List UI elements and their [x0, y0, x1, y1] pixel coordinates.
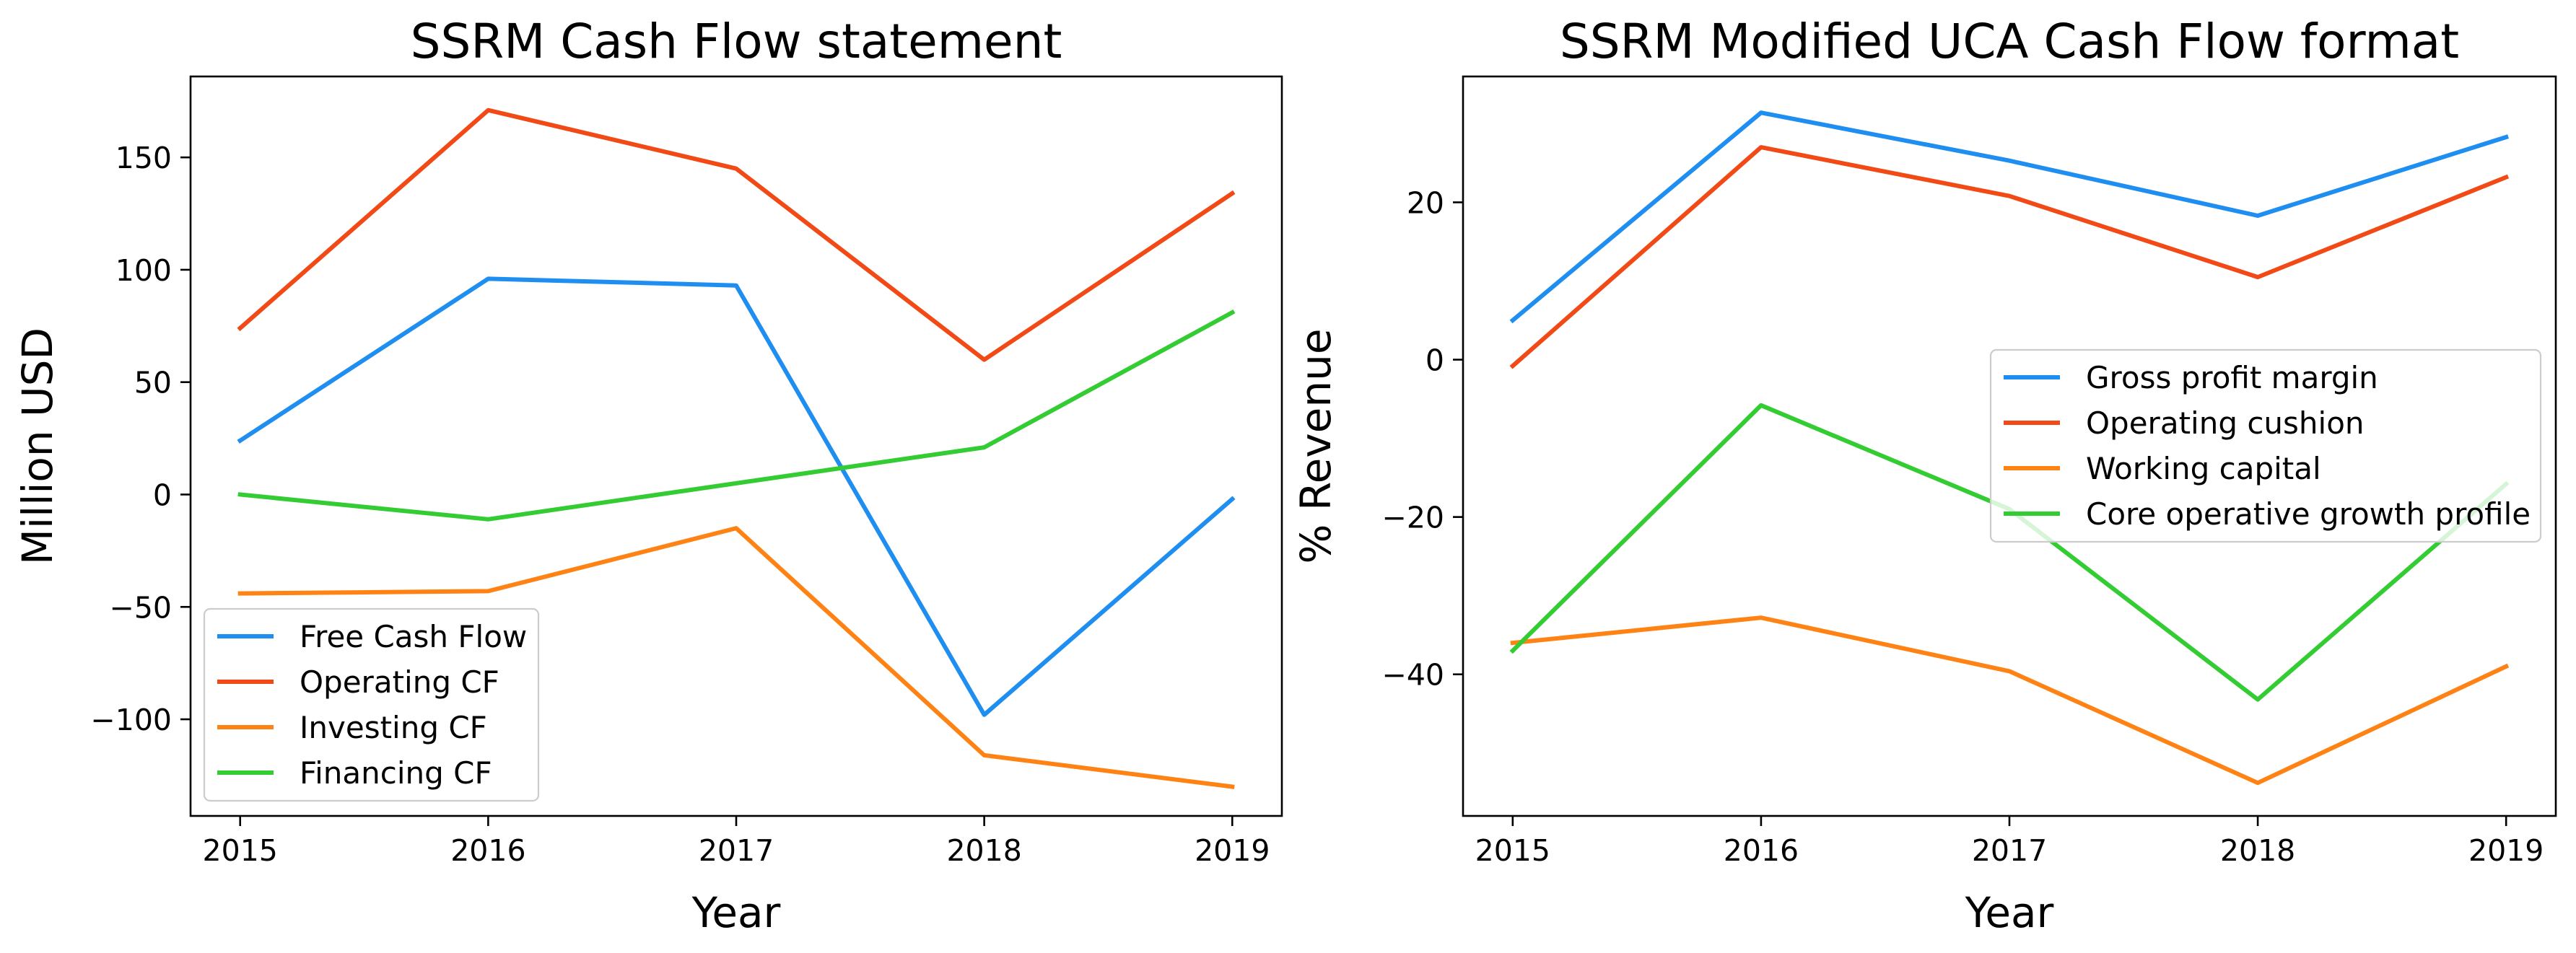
legend-item: Working capital	[2004, 451, 2321, 486]
y-tick-label: −20	[1381, 501, 1444, 535]
x-tick-label: 2015	[1475, 833, 1550, 868]
series-line-financing-cf	[237, 309, 1236, 522]
y-tick-label: 100	[115, 253, 172, 288]
legend-box	[203, 607, 540, 802]
y-axis-label: Million USD	[13, 328, 62, 565]
x-tick-label: 2015	[203, 833, 278, 868]
legend-item: Investing CF	[217, 710, 487, 745]
y-tick-label: 20	[1407, 185, 1444, 220]
legend-item: Free Cash Flow	[217, 619, 527, 654]
y-axis: −100 −50 0 50 100 150	[90, 141, 191, 737]
legend: Gross profit margin Operating cushion Work…	[1989, 348, 2542, 543]
x-axis-label: Year	[1965, 888, 2054, 937]
series-lines	[237, 107, 1236, 789]
legend-label: Gross profit margin	[2086, 360, 2378, 395]
legend-label: Core operative growth profile	[2086, 496, 2531, 532]
series-line-investing-cf	[237, 526, 1235, 789]
x-tick-label: 2019	[1195, 833, 1270, 868]
y-tick-label: −50	[109, 590, 172, 625]
legend-item: Financing CF	[217, 755, 492, 791]
y-tick-label: 0	[1425, 343, 1444, 378]
legend-label: Working capital	[2086, 451, 2321, 486]
x-axis-label: Year	[691, 888, 781, 937]
x-tick-label: 2018	[2220, 833, 2295, 868]
legend-label: Financing CF	[300, 755, 492, 791]
y-tick-label: 150	[115, 141, 172, 175]
x-tick-label: 2017	[699, 833, 774, 868]
chart-2: 2015 2016 2017 2018 2019 −40 −20 0 20 SSRM Modifi…	[1291, 14, 2557, 937]
series-line-operating-cf	[237, 107, 1236, 362]
legend-item: Gross profit margin	[2004, 360, 2378, 395]
x-axis: 2015 2016 2017 2018 2019	[203, 816, 1270, 868]
x-tick-label: 2019	[2468, 833, 2544, 868]
legend-label: Free Cash Flow	[300, 619, 527, 654]
series-line-operating-cushion	[1509, 145, 2510, 369]
chart-title: SSRM Cash Flow statement	[411, 14, 1062, 69]
series-line-gross-profit-margin	[1509, 110, 2509, 324]
legend-item: Core operative growth profile	[2004, 496, 2531, 532]
legend-item: Operating cushion	[2004, 405, 2365, 441]
legend-label: Operating CF	[300, 664, 499, 700]
y-tick-label: 0	[153, 478, 172, 512]
x-tick-label: 2018	[946, 833, 1021, 868]
y-tick-label: −100	[90, 703, 172, 737]
y-tick-label: −40	[1381, 658, 1444, 693]
x-tick-label: 2016	[450, 833, 525, 868]
legend: Free Cash Flow Operating CF Investing CF Fi…	[203, 607, 540, 802]
legend-label: Operating cushion	[2086, 405, 2365, 441]
x-axis: 2015 2016 2017 2018 2019	[1475, 816, 2544, 868]
legend-label: Investing CF	[300, 710, 487, 745]
x-tick-label: 2017	[1972, 833, 2047, 868]
y-tick-label: 50	[134, 366, 172, 400]
x-tick-label: 2016	[1724, 833, 1799, 868]
series-line-working-capital	[1510, 615, 2510, 786]
legend-item: Operating CF	[217, 664, 499, 700]
series-line-free-cash-flow	[237, 276, 1236, 717]
chart-1: 2015 2016 2017 2018 2019 −100 −50 0 50 100 150 SSRM…	[13, 14, 1283, 937]
legend-box	[1989, 348, 2542, 543]
y-axis: −40 −20 0 20	[1381, 185, 1463, 693]
y-axis-label: % Revenue	[1291, 328, 1340, 563]
chart-title: SSRM Modified UCA Cash Flow format	[1560, 14, 2459, 69]
